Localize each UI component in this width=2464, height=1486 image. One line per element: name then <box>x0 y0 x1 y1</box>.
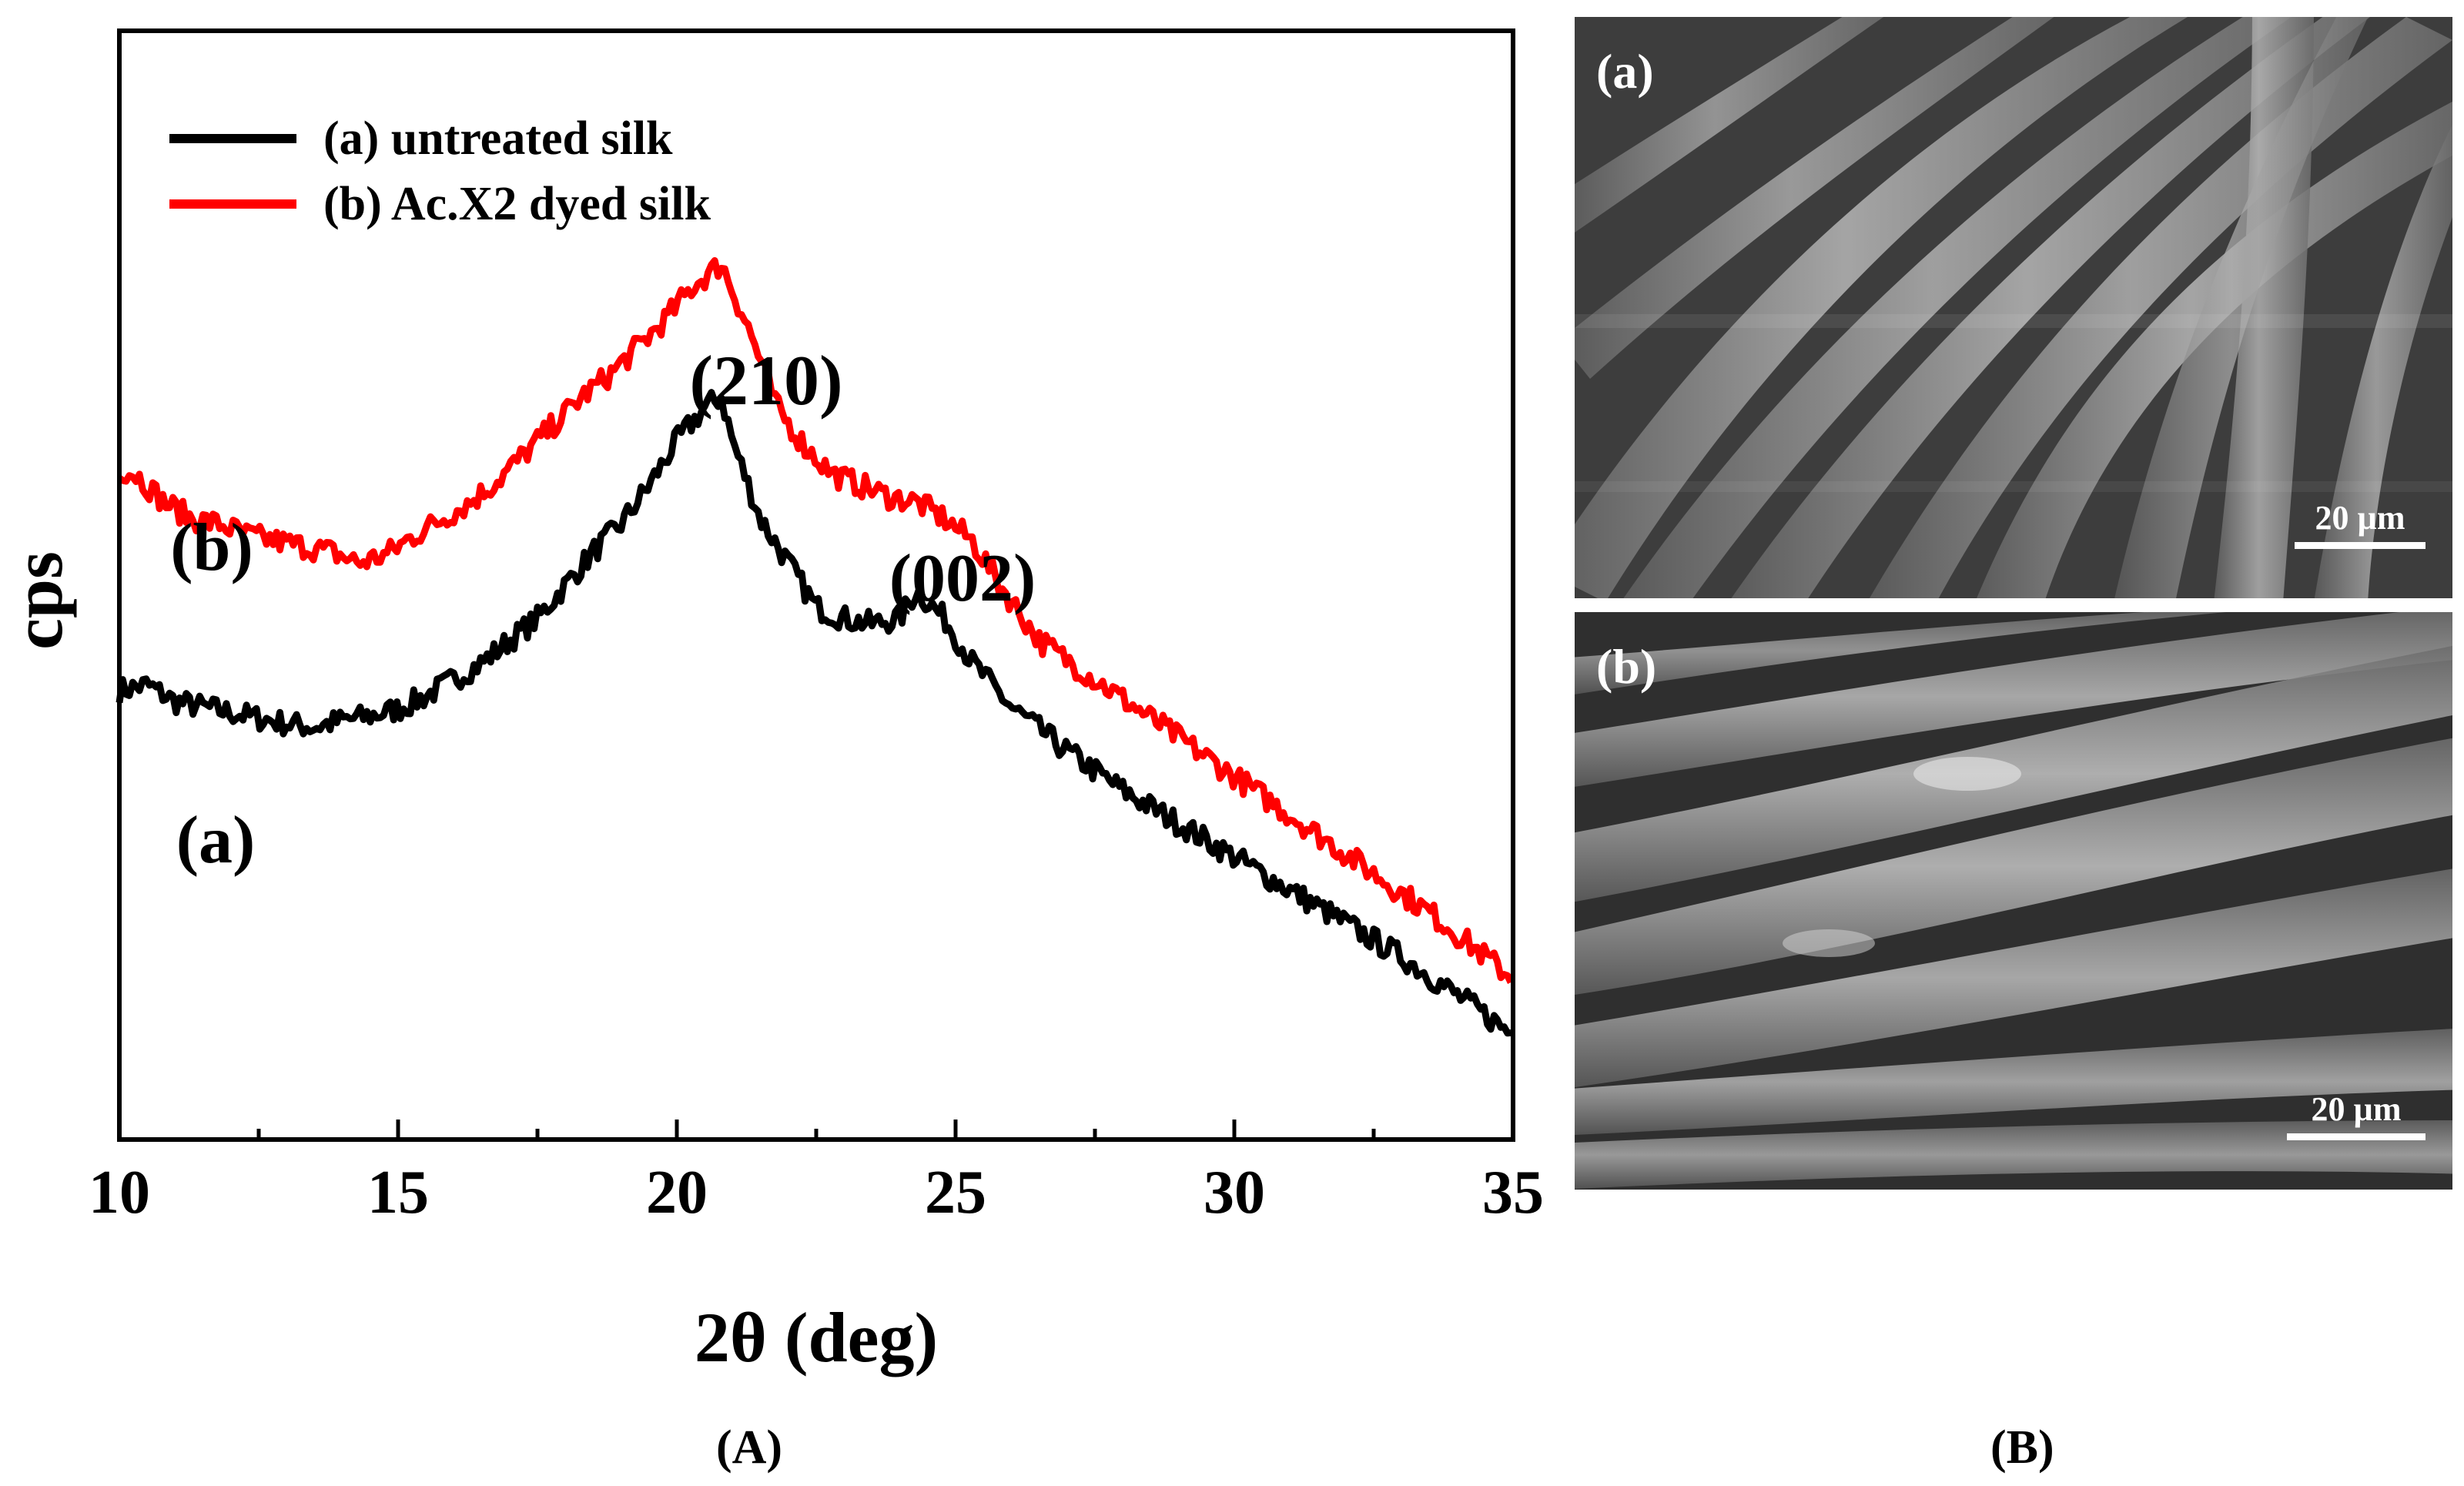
curve-label-a: (a) <box>176 803 256 878</box>
sem-image-dyed: (b) 20 µm <box>1575 612 2452 1190</box>
series-layer <box>116 257 1515 1037</box>
fiber-texture <box>1575 17 2452 598</box>
legend-label-dyed: (b) Ac.X2 dyed silk <box>323 178 711 230</box>
scale-bar-a-text: 20 µm <box>2315 499 2405 537</box>
curve-label-b: (b) <box>170 510 253 585</box>
series-line-untreated <box>116 389 1512 1037</box>
peak-label-002: (002) <box>889 541 1036 616</box>
plot-frame <box>117 28 1515 1142</box>
fiber-texture <box>1575 612 2452 1190</box>
x-axis-label: 2θ (deg) <box>695 1298 938 1377</box>
scale-bar-b-text: 20 µm <box>2311 1090 2402 1128</box>
xrd-chart: 10 15 20 25 30 35 2θ (deg) cps (a) untreated … <box>0 28 1544 1377</box>
sem-image-untreated: (a) 20 µm <box>1575 17 2452 598</box>
scale-bar-a-line <box>2295 542 2426 549</box>
x-tick-label: 30 <box>1204 1159 1265 1227</box>
y-axis-label: cps <box>0 551 77 650</box>
x-tick-label: 25 <box>925 1159 986 1227</box>
scale-bar-a: 20 µm <box>2295 498 2426 549</box>
x-axis-ticks <box>117 1120 1515 1140</box>
sem-label-b: (b) <box>1596 639 1657 694</box>
series-line-dyed <box>117 257 1515 984</box>
panel-label-b-upper: (B) <box>1990 1421 2054 1474</box>
x-tick-label: 15 <box>367 1159 429 1227</box>
sem-label-a: (a) <box>1596 44 1654 99</box>
panel-label-a-upper: (A) <box>716 1421 783 1474</box>
x-tick-label: 20 <box>646 1159 708 1227</box>
x-tick-labels: 10 15 20 25 30 35 <box>89 1159 1544 1227</box>
scale-bar-b: 20 µm <box>2287 1089 2426 1140</box>
peak-label-210: (210) <box>689 341 842 420</box>
x-tick-label: 10 <box>89 1159 150 1227</box>
x-tick-label: 35 <box>1482 1159 1544 1227</box>
legend-label-untreated: (a) untreated silk <box>323 112 673 165</box>
scale-bar-b-line <box>2287 1133 2426 1140</box>
